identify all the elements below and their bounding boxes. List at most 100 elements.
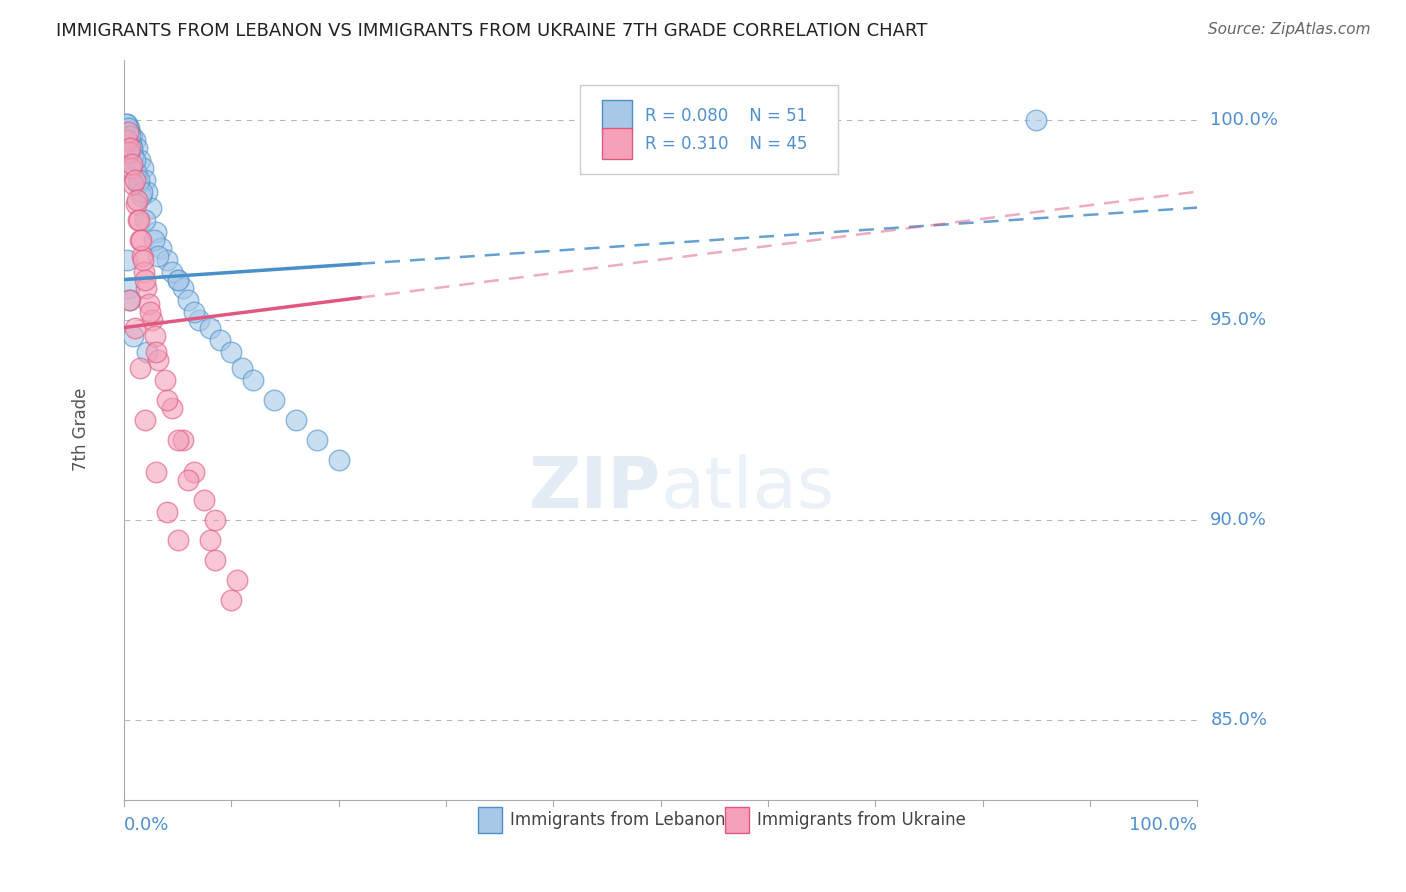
Point bbox=[128, 212, 150, 227]
Point bbox=[156, 252, 179, 267]
Point bbox=[172, 433, 194, 447]
Point bbox=[136, 344, 159, 359]
Point bbox=[118, 145, 141, 159]
Point bbox=[131, 249, 153, 263]
FancyBboxPatch shape bbox=[725, 807, 748, 833]
Point bbox=[134, 212, 156, 227]
Point bbox=[136, 185, 159, 199]
Point bbox=[115, 117, 138, 131]
Point bbox=[122, 148, 145, 162]
Point bbox=[132, 252, 155, 267]
Point bbox=[198, 320, 221, 334]
Point bbox=[124, 320, 146, 334]
Point bbox=[231, 360, 253, 375]
Point bbox=[204, 552, 226, 566]
Text: Source: ZipAtlas.com: Source: ZipAtlas.com bbox=[1208, 22, 1371, 37]
Point bbox=[141, 312, 163, 326]
Text: 95.0%: 95.0% bbox=[1211, 310, 1267, 328]
Point bbox=[125, 193, 148, 207]
Text: Immigrants from Lebanon: Immigrants from Lebanon bbox=[510, 811, 725, 829]
Point bbox=[225, 573, 247, 587]
Point bbox=[166, 272, 188, 286]
Point bbox=[219, 344, 242, 359]
Point bbox=[122, 177, 145, 191]
Point bbox=[115, 117, 138, 131]
Text: R = 0.080    N = 51: R = 0.080 N = 51 bbox=[644, 107, 807, 125]
Point bbox=[134, 172, 156, 186]
Point bbox=[118, 125, 141, 139]
Text: 100.0%: 100.0% bbox=[1129, 815, 1198, 833]
Point bbox=[135, 280, 157, 294]
Point bbox=[156, 505, 179, 519]
Point bbox=[115, 132, 138, 146]
Point bbox=[145, 344, 167, 359]
FancyBboxPatch shape bbox=[478, 807, 502, 833]
Point bbox=[129, 233, 152, 247]
Point bbox=[122, 328, 145, 343]
Point bbox=[138, 296, 160, 310]
Point bbox=[153, 373, 176, 387]
Point bbox=[160, 264, 183, 278]
Point bbox=[307, 433, 329, 447]
Point bbox=[124, 153, 146, 167]
Text: 7th Grade: 7th Grade bbox=[72, 388, 90, 471]
Point bbox=[124, 132, 146, 146]
Point bbox=[166, 433, 188, 447]
Point bbox=[138, 304, 160, 318]
Point bbox=[124, 164, 146, 178]
Point bbox=[166, 272, 188, 286]
Point bbox=[177, 293, 200, 307]
Point bbox=[129, 233, 152, 247]
Point bbox=[284, 412, 307, 426]
Text: ZIP: ZIP bbox=[529, 454, 661, 524]
Point bbox=[156, 392, 179, 407]
Point bbox=[115, 252, 138, 267]
Point bbox=[127, 212, 149, 227]
Point bbox=[129, 188, 152, 202]
Point bbox=[118, 293, 141, 307]
Point bbox=[134, 412, 156, 426]
Point bbox=[183, 465, 205, 479]
Point bbox=[145, 225, 167, 239]
Point bbox=[263, 392, 285, 407]
Point bbox=[139, 201, 162, 215]
Point bbox=[143, 328, 166, 343]
Point bbox=[134, 272, 156, 286]
Point bbox=[166, 533, 188, 547]
Point bbox=[120, 161, 142, 175]
Text: atlas: atlas bbox=[661, 454, 835, 524]
Text: IMMIGRANTS FROM LEBANON VS IMMIGRANTS FROM UKRAINE 7TH GRADE CORRELATION CHART: IMMIGRANTS FROM LEBANON VS IMMIGRANTS FR… bbox=[56, 22, 928, 40]
Point bbox=[128, 172, 150, 186]
Point bbox=[183, 304, 205, 318]
Point bbox=[120, 293, 142, 307]
Text: 85.0%: 85.0% bbox=[1211, 711, 1267, 729]
Point bbox=[120, 140, 142, 154]
Point bbox=[328, 452, 350, 467]
Point bbox=[198, 533, 221, 547]
Text: Immigrants from Ukraine: Immigrants from Ukraine bbox=[758, 811, 966, 829]
Point bbox=[121, 128, 143, 143]
Text: R = 0.310    N = 45: R = 0.310 N = 45 bbox=[644, 135, 807, 153]
Point bbox=[118, 280, 141, 294]
Point bbox=[134, 264, 156, 278]
FancyBboxPatch shape bbox=[602, 128, 631, 160]
FancyBboxPatch shape bbox=[602, 100, 631, 131]
Point bbox=[117, 125, 139, 139]
Point bbox=[121, 156, 143, 170]
Point bbox=[177, 473, 200, 487]
Point bbox=[142, 233, 165, 247]
Point bbox=[160, 401, 183, 415]
Point bbox=[120, 136, 142, 151]
Text: 0.0%: 0.0% bbox=[124, 815, 169, 833]
Point bbox=[121, 140, 143, 154]
Point bbox=[145, 465, 167, 479]
Text: 100.0%: 100.0% bbox=[1211, 111, 1278, 128]
Point bbox=[204, 512, 226, 526]
Point bbox=[129, 360, 152, 375]
Point bbox=[209, 333, 232, 347]
Point bbox=[124, 196, 146, 211]
Text: 90.0%: 90.0% bbox=[1211, 510, 1267, 529]
Point bbox=[188, 312, 211, 326]
Point bbox=[125, 140, 148, 154]
Point bbox=[219, 592, 242, 607]
